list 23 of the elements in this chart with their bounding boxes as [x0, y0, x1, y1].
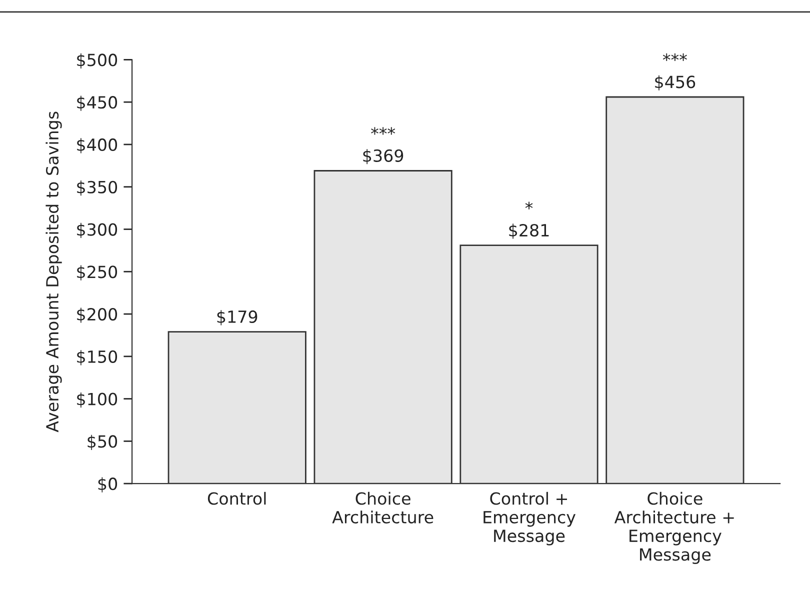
x-tick-label: Choice Architecture + Emergency Message: [614, 492, 734, 564]
x-tick-label: Control + Emergency Message: [484, 492, 576, 546]
annotation: *: [525, 202, 533, 210]
y-tick-label: $100: [77, 392, 118, 408]
data-label: $179: [217, 310, 258, 326]
y-tick-label: $450: [77, 96, 118, 111]
y-tick-label: $350: [77, 180, 118, 196]
y-tick-label: $300: [77, 222, 118, 238]
data-label: $281: [509, 224, 549, 239]
data-label: $369: [363, 149, 404, 164]
y-tick-label: $0: [98, 477, 118, 492]
y-tick-label: $150: [77, 350, 118, 366]
y-tick-label: $400: [77, 138, 118, 154]
data-label: $456: [655, 75, 696, 90]
x-tick-label: Control: [208, 492, 266, 505]
y-tick-label: $250: [77, 265, 118, 280]
y-tick-label: $200: [77, 308, 118, 323]
annotation: ***: [662, 53, 687, 61]
x-tick-label: Choice Architecture: [332, 492, 434, 524]
y-tick-label: $500: [77, 53, 118, 68]
annotation: ***: [371, 127, 396, 135]
y-axis-title: Average Amount Deposited to Savings: [46, 112, 62, 432]
y-tick-label: $50: [88, 434, 118, 450]
